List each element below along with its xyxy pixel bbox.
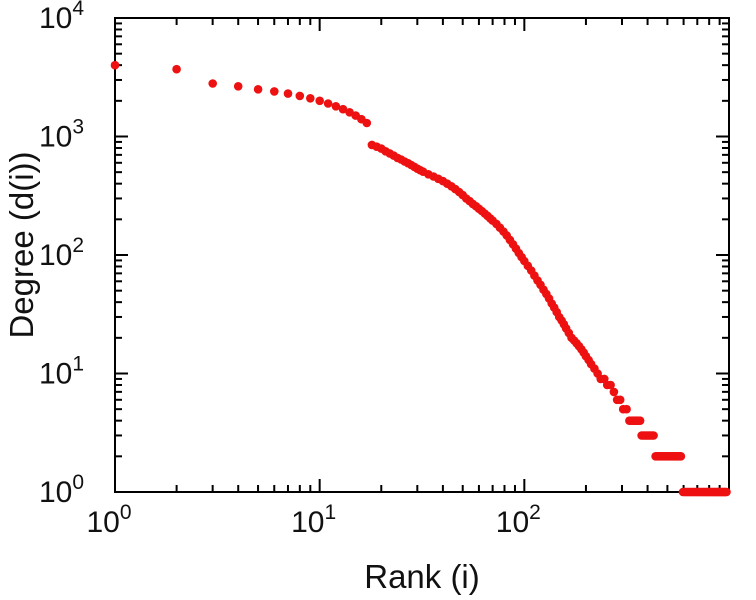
data-point [615,395,625,405]
data-point [622,404,631,414]
axis-ticks [114,17,730,493]
data-point [676,452,686,461]
data-point [338,104,348,114]
data-point [270,87,279,96]
data-point [295,91,305,101]
x-axis-title: Rank (i) [364,558,480,595]
data-point [649,431,658,440]
y-tick-label: 102 [39,234,84,272]
x-tick-label: 102 [496,501,541,539]
data-point [233,82,243,91]
data-point [315,96,325,106]
data-point [635,416,645,426]
plot-frame [114,17,730,493]
data-point [283,89,293,98]
x-tick-label: 101 [291,501,336,539]
y-axis-title: Degree (d(i)) [3,151,40,339]
data-point [323,99,333,108]
y-tick-label: 100 [39,471,84,509]
data-point [172,64,181,74]
data-points [110,60,731,497]
y-tick-label: 103 [39,116,84,154]
x-tick-label: 100 [86,501,131,539]
y-tick-label: 104 [39,0,84,35]
data-point [306,94,315,103]
data-point [606,380,615,390]
data-point [253,85,263,94]
data-point [722,487,731,497]
data-point [110,60,120,70]
data-point [208,79,217,88]
data-point [331,102,341,111]
y-tick-label: 101 [39,353,84,391]
data-point [609,387,619,397]
data-point [362,118,372,128]
